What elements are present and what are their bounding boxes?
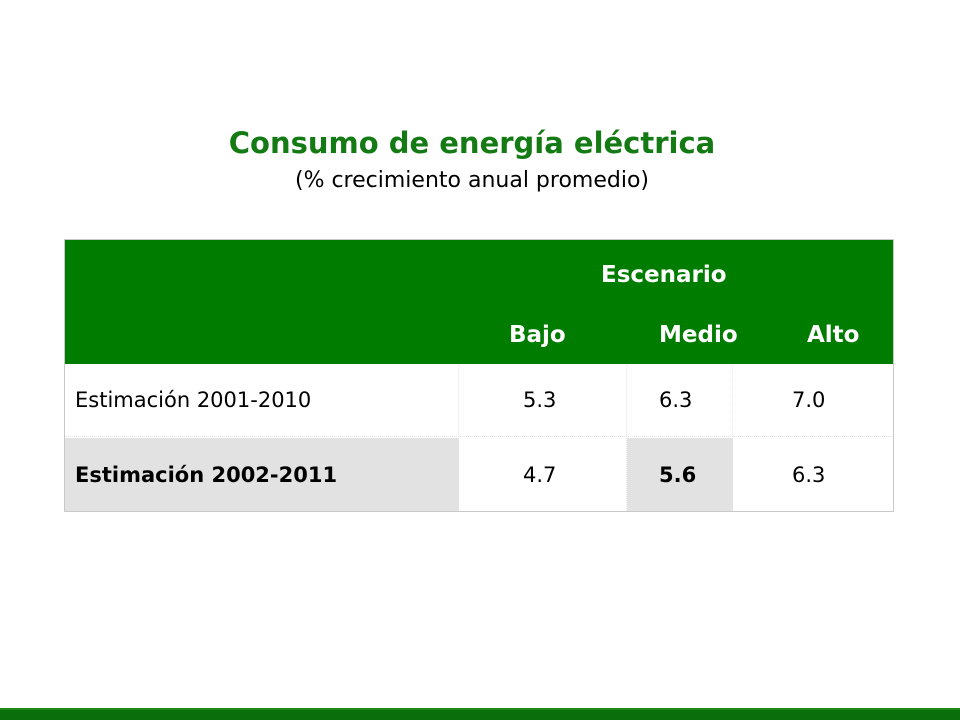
column-header-alto: Alto: [807, 322, 860, 348]
cell-alto: 6.3: [792, 462, 826, 487]
table-header: Escenario Bajo Medio Alto: [65, 240, 893, 364]
row-label: Estimación 2001-2010: [65, 364, 459, 437]
cell-medio: 6.3: [627, 364, 733, 437]
page-title: Consumo de energía eléctrica: [228, 126, 716, 160]
bottom-accent-bar: [0, 708, 960, 720]
page-subtitle: (% crecimiento anual promedio): [294, 168, 649, 193]
cell-medio-highlighted: 5.6: [627, 438, 733, 511]
cell-alto: 7.0: [733, 364, 893, 437]
column-header-bajo: Bajo: [509, 322, 566, 348]
cell-bajo: 4.7: [459, 438, 627, 511]
group-header-escenario: Escenario: [601, 262, 727, 288]
table-row: Estimación 2002-2011 4.7 5.6 6.3: [65, 438, 893, 511]
table-row: Estimación 2001-2010 5.3 6.3 7.0: [65, 364, 893, 437]
column-header-medio: Medio: [659, 322, 738, 348]
scenario-table: Escenario Bajo Medio Alto Estimación 200…: [64, 239, 894, 512]
cell-bajo: 5.3: [459, 364, 627, 437]
row-label-highlighted: Estimación 2002-2011: [65, 438, 459, 511]
